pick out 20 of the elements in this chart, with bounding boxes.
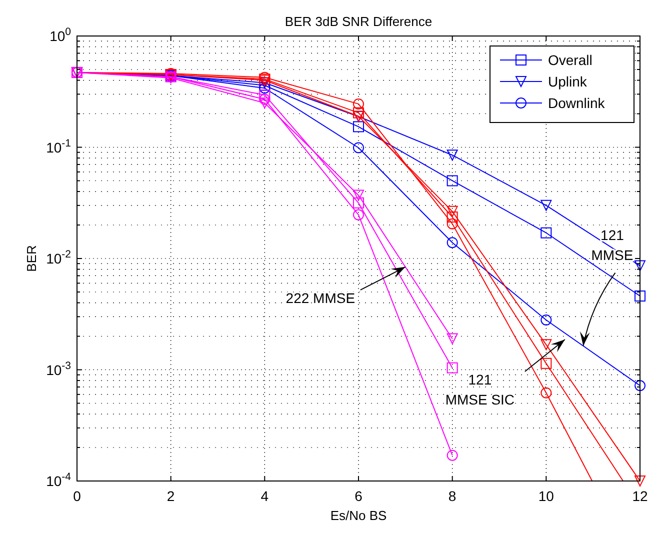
x-tick-label: 4 <box>260 488 269 504</box>
y-tick-label: 10$^{-2}$ <box>46 248 72 266</box>
legend-label: Downlink <box>548 95 606 111</box>
legend-label: Uplink <box>548 74 588 90</box>
chart-title: BER 3dB SNR Difference <box>284 14 432 29</box>
x-axis-title: Es/No BS <box>330 508 388 523</box>
y-tick-label: 10$^{-3}$ <box>46 360 72 378</box>
x-tick-label: 12 <box>632 488 648 504</box>
legend-label: Overall <box>548 52 592 68</box>
annotation: 222 MMSE <box>286 290 356 306</box>
x-tick-label: 0 <box>73 488 82 504</box>
x-tick-label: 6 <box>354 488 363 504</box>
y-tick-label: 10$^{-4}$ <box>46 471 72 489</box>
y-axis-title: BER <box>24 245 39 272</box>
annotation: 121 MMSE SIC <box>445 372 515 408</box>
x-tick-label: 2 <box>166 488 175 504</box>
y-tick-label: 10$^{-1}$ <box>46 137 72 156</box>
y-tick-label: 10$^{0}$ <box>50 26 72 44</box>
x-tick-label: 10 <box>538 488 554 504</box>
x-tick-label: 8 <box>448 488 456 504</box>
